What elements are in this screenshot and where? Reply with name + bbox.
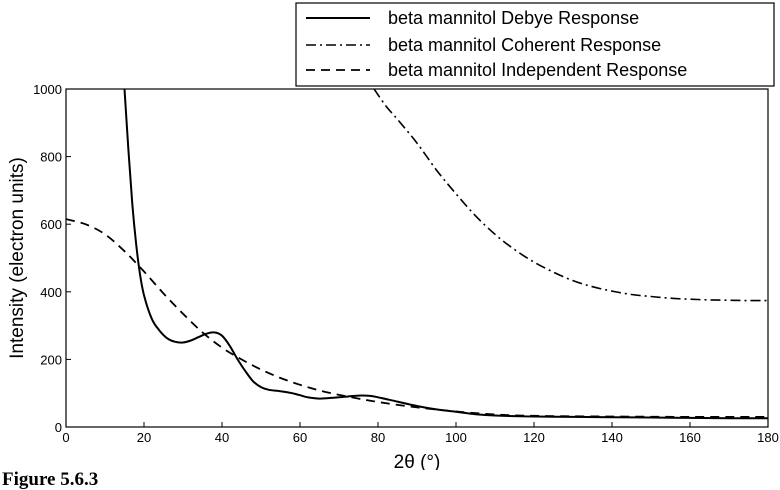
x-tick-label: 0 <box>62 430 69 445</box>
x-tick-label: 160 <box>679 430 701 445</box>
x-tick-label: 60 <box>293 430 307 445</box>
series-layer <box>66 89 768 420</box>
legend: beta mannitol Debye Response beta mannit… <box>295 2 775 87</box>
chart: 0 20 40 60 80 100 120 140 160 180 0 200 400 600 800 100… <box>7 2 779 470</box>
y-tick-label: 1000 <box>33 82 62 97</box>
x-tick-label: 100 <box>445 430 467 445</box>
x-tick-label: 40 <box>215 430 229 445</box>
plot-frame <box>65 88 769 428</box>
x-tick-label: 120 <box>523 430 545 445</box>
legend-label-independent: beta mannitol Independent Response <box>388 60 687 80</box>
axis-ticks: 0 20 40 60 80 100 120 140 160 180 0 200 400 600 800 100… <box>33 82 779 445</box>
y-tick-label: 800 <box>40 150 62 165</box>
legend-label-coherent: beta mannitol Coherent Response <box>388 35 661 55</box>
series-coherent-line <box>373 89 768 302</box>
y-tick-label: 400 <box>40 285 62 300</box>
series-independent-line <box>66 218 768 418</box>
x-tick-label: 80 <box>371 430 385 445</box>
legend-box <box>295 2 775 87</box>
series-debye-line <box>123 89 768 420</box>
y-axis-title: Intensity (electron units) <box>7 157 28 359</box>
x-tick-label: 140 <box>601 430 623 445</box>
y-tick-label: 200 <box>40 352 62 367</box>
x-tick-label: 20 <box>137 430 151 445</box>
x-tick-label: 180 <box>757 430 779 445</box>
figure-caption: Figure 5.6.3 <box>2 469 99 490</box>
legend-label-debye: beta mannitol Debye Response <box>388 8 639 28</box>
x-axis-title: 2θ (°) <box>394 452 441 470</box>
y-tick-label: 600 <box>40 217 62 232</box>
y-tick-label: 0 <box>55 420 62 435</box>
